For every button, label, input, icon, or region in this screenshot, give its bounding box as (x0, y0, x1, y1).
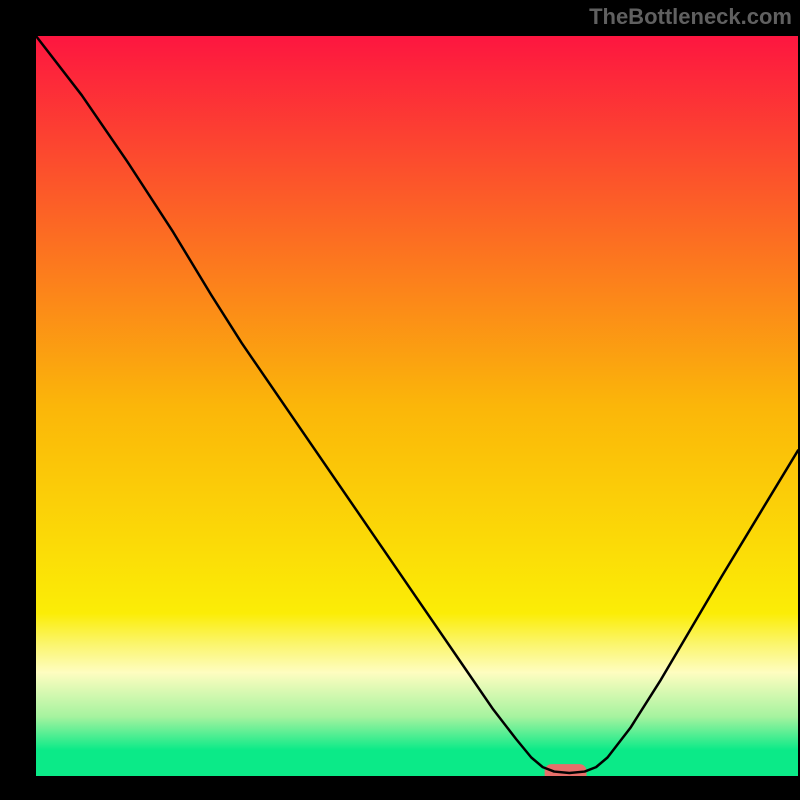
plot-background (36, 36, 798, 776)
watermark-text: TheBottleneck.com (589, 4, 792, 30)
chart-container: TheBottleneck.com (0, 0, 800, 800)
chart-svg (36, 36, 798, 776)
plot-area (36, 36, 798, 776)
